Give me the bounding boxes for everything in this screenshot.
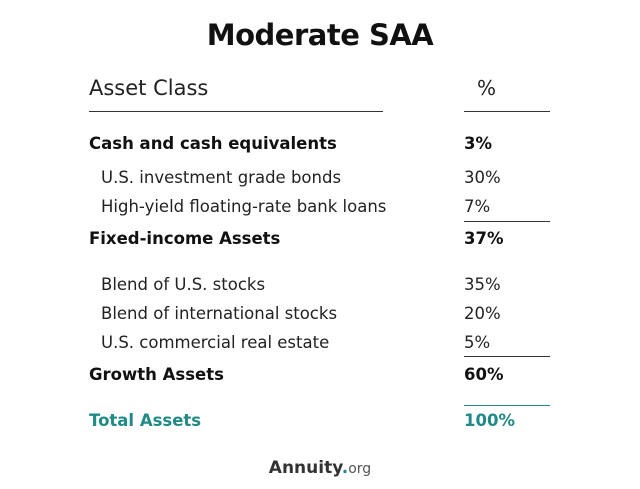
table-row-label: High-yield floating-rate bank loans [101,197,387,216]
table-row-label: U.S. investment grade bonds [101,168,342,187]
table-row-value: 30% [464,168,501,187]
brand-logo-tld: org [348,461,372,477]
page-title: Moderate SAA [206,18,434,52]
subtotal-divider [464,356,550,357]
subtotal-divider [464,221,550,222]
table-row-label: Cash and cash equivalents [89,134,337,153]
table-row-value: 3% [464,134,493,153]
header-underline-percent [464,111,550,112]
table-row-label: Blend of international stocks [101,304,338,323]
table-row-label: Blend of U.S. stocks [101,275,266,294]
column-header-asset-class: Asset Class [89,76,209,100]
brand-logo-dot: . [341,458,349,478]
table-row-label: Growth Assets [89,365,224,384]
total-row-value: 100% [464,411,515,430]
table-row-label: U.S. commercial real estate [101,333,330,352]
brand-logo: Annuity.org [0,458,640,478]
total-divider [464,405,550,406]
table-row-value: 37% [464,229,504,248]
table-row-label: Fixed-income Assets [89,229,281,248]
column-header-percent: % [477,76,497,100]
total-row-label: Total Assets [89,411,202,430]
table-row-value: 60% [464,365,504,384]
table-row-value: 35% [464,275,501,294]
brand-logo-name: Annuity [268,458,342,478]
table-row-value: 20% [464,304,501,323]
table-row-value: 5% [464,333,491,352]
table-row-value: 7% [464,197,491,216]
header-underline-asset-class [89,111,383,112]
